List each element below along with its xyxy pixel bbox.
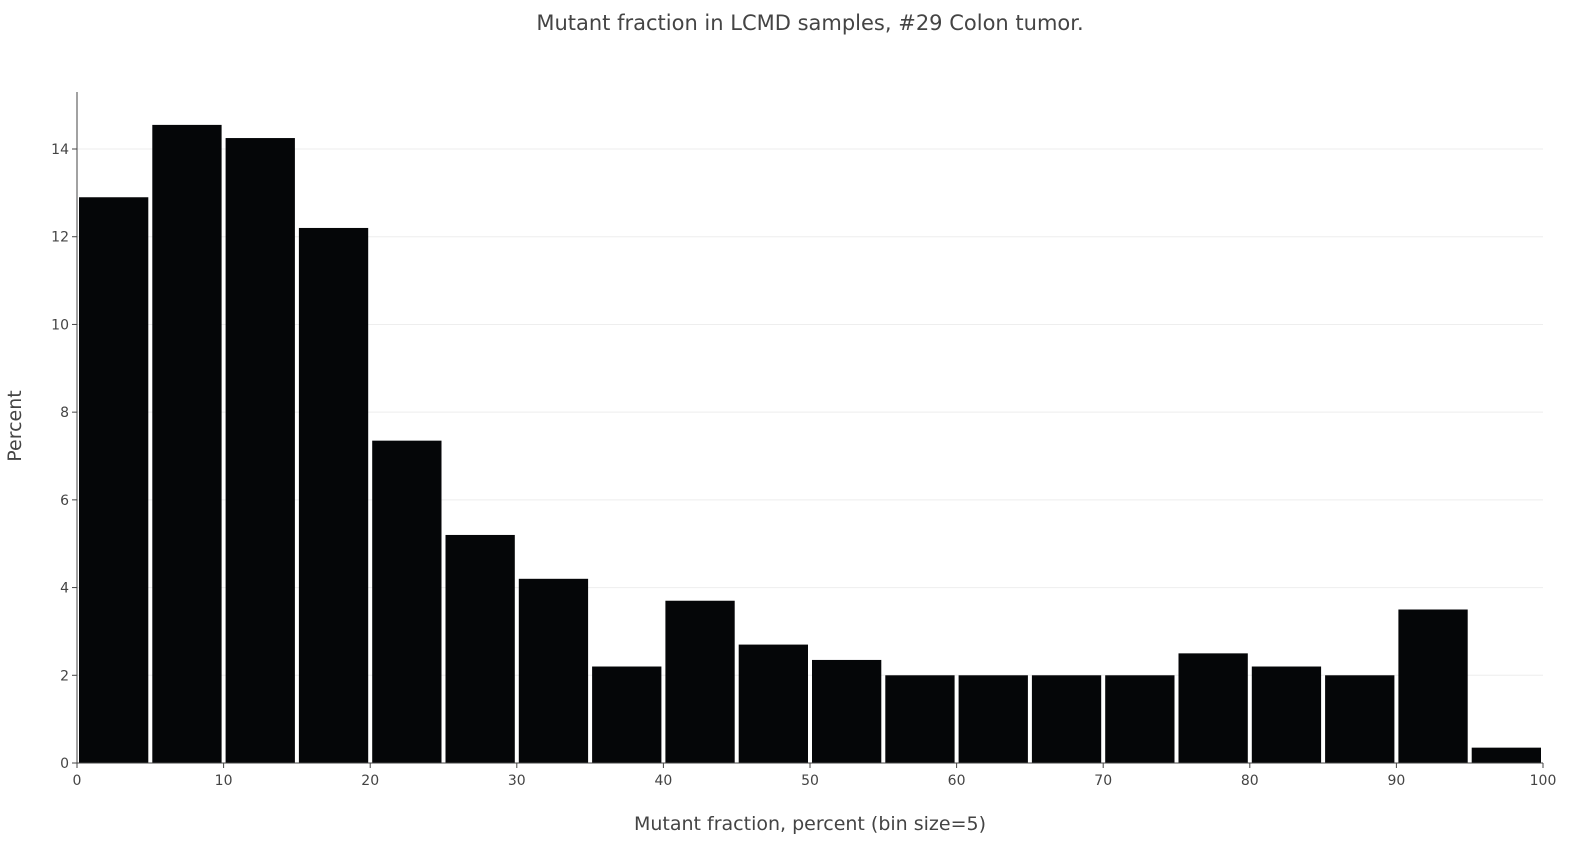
histogram-bar <box>1471 747 1541 763</box>
histogram-bar <box>518 578 589 763</box>
y-tick-label: 0 <box>60 756 69 772</box>
y-tick-label: 14 <box>51 142 69 158</box>
y-axis-title: Percent <box>4 390 26 462</box>
histogram-bar <box>445 534 515 763</box>
histogram-bar <box>1031 675 1102 763</box>
histogram-bar <box>372 440 442 763</box>
y-tick-label: 2 <box>60 668 69 684</box>
chart-title: Mutant fraction in LCMD samples, #29 Col… <box>536 11 1083 35</box>
axes <box>76 92 1543 764</box>
x-tick-label: 60 <box>948 773 966 789</box>
histogram-bar <box>812 659 882 763</box>
histogram-bar <box>885 675 955 763</box>
x-tick-label: 50 <box>801 773 819 789</box>
x-tick-label: 80 <box>1241 773 1259 789</box>
histogram-bar <box>592 666 662 763</box>
x-tick-label: 70 <box>1094 773 1112 789</box>
histogram-bar <box>665 600 735 763</box>
histogram-bar <box>958 675 1028 763</box>
x-tick-label: 100 <box>1530 773 1557 789</box>
histogram-bar <box>1178 653 1248 763</box>
y-axis-ticks: 0 2 4 6 8 10 12 14 <box>51 142 77 772</box>
y-tick-label: 6 <box>60 493 69 509</box>
histogram-bar <box>298 227 369 764</box>
gridlines <box>77 148 1543 676</box>
x-tick-label: 10 <box>215 773 233 789</box>
x-tick-label: 40 <box>654 773 672 789</box>
x-tick-label: 0 <box>73 773 82 789</box>
histogram-bar <box>738 644 808 763</box>
y-tick-label: 10 <box>51 317 69 333</box>
histogram-bar <box>1398 609 1468 763</box>
x-tick-label: 30 <box>508 773 526 789</box>
bars <box>79 124 1541 764</box>
histogram-bar <box>1325 675 1395 763</box>
x-tick-label: 90 <box>1387 773 1405 789</box>
x-axis-title: Mutant fraction, percent (bin size=5) <box>634 813 986 835</box>
histogram-bar <box>225 138 295 764</box>
x-axis-ticks: 0 10 20 30 40 50 60 70 80 90 100 <box>73 763 1557 789</box>
histogram-bar <box>1251 666 1322 763</box>
histogram-bar <box>1105 675 1175 763</box>
y-tick-label: 8 <box>60 405 69 421</box>
histogram-bar <box>152 124 222 764</box>
histogram-bar <box>79 197 149 764</box>
x-tick-label: 20 <box>361 773 379 789</box>
y-tick-label: 4 <box>60 581 69 597</box>
y-tick-label: 12 <box>51 230 69 246</box>
